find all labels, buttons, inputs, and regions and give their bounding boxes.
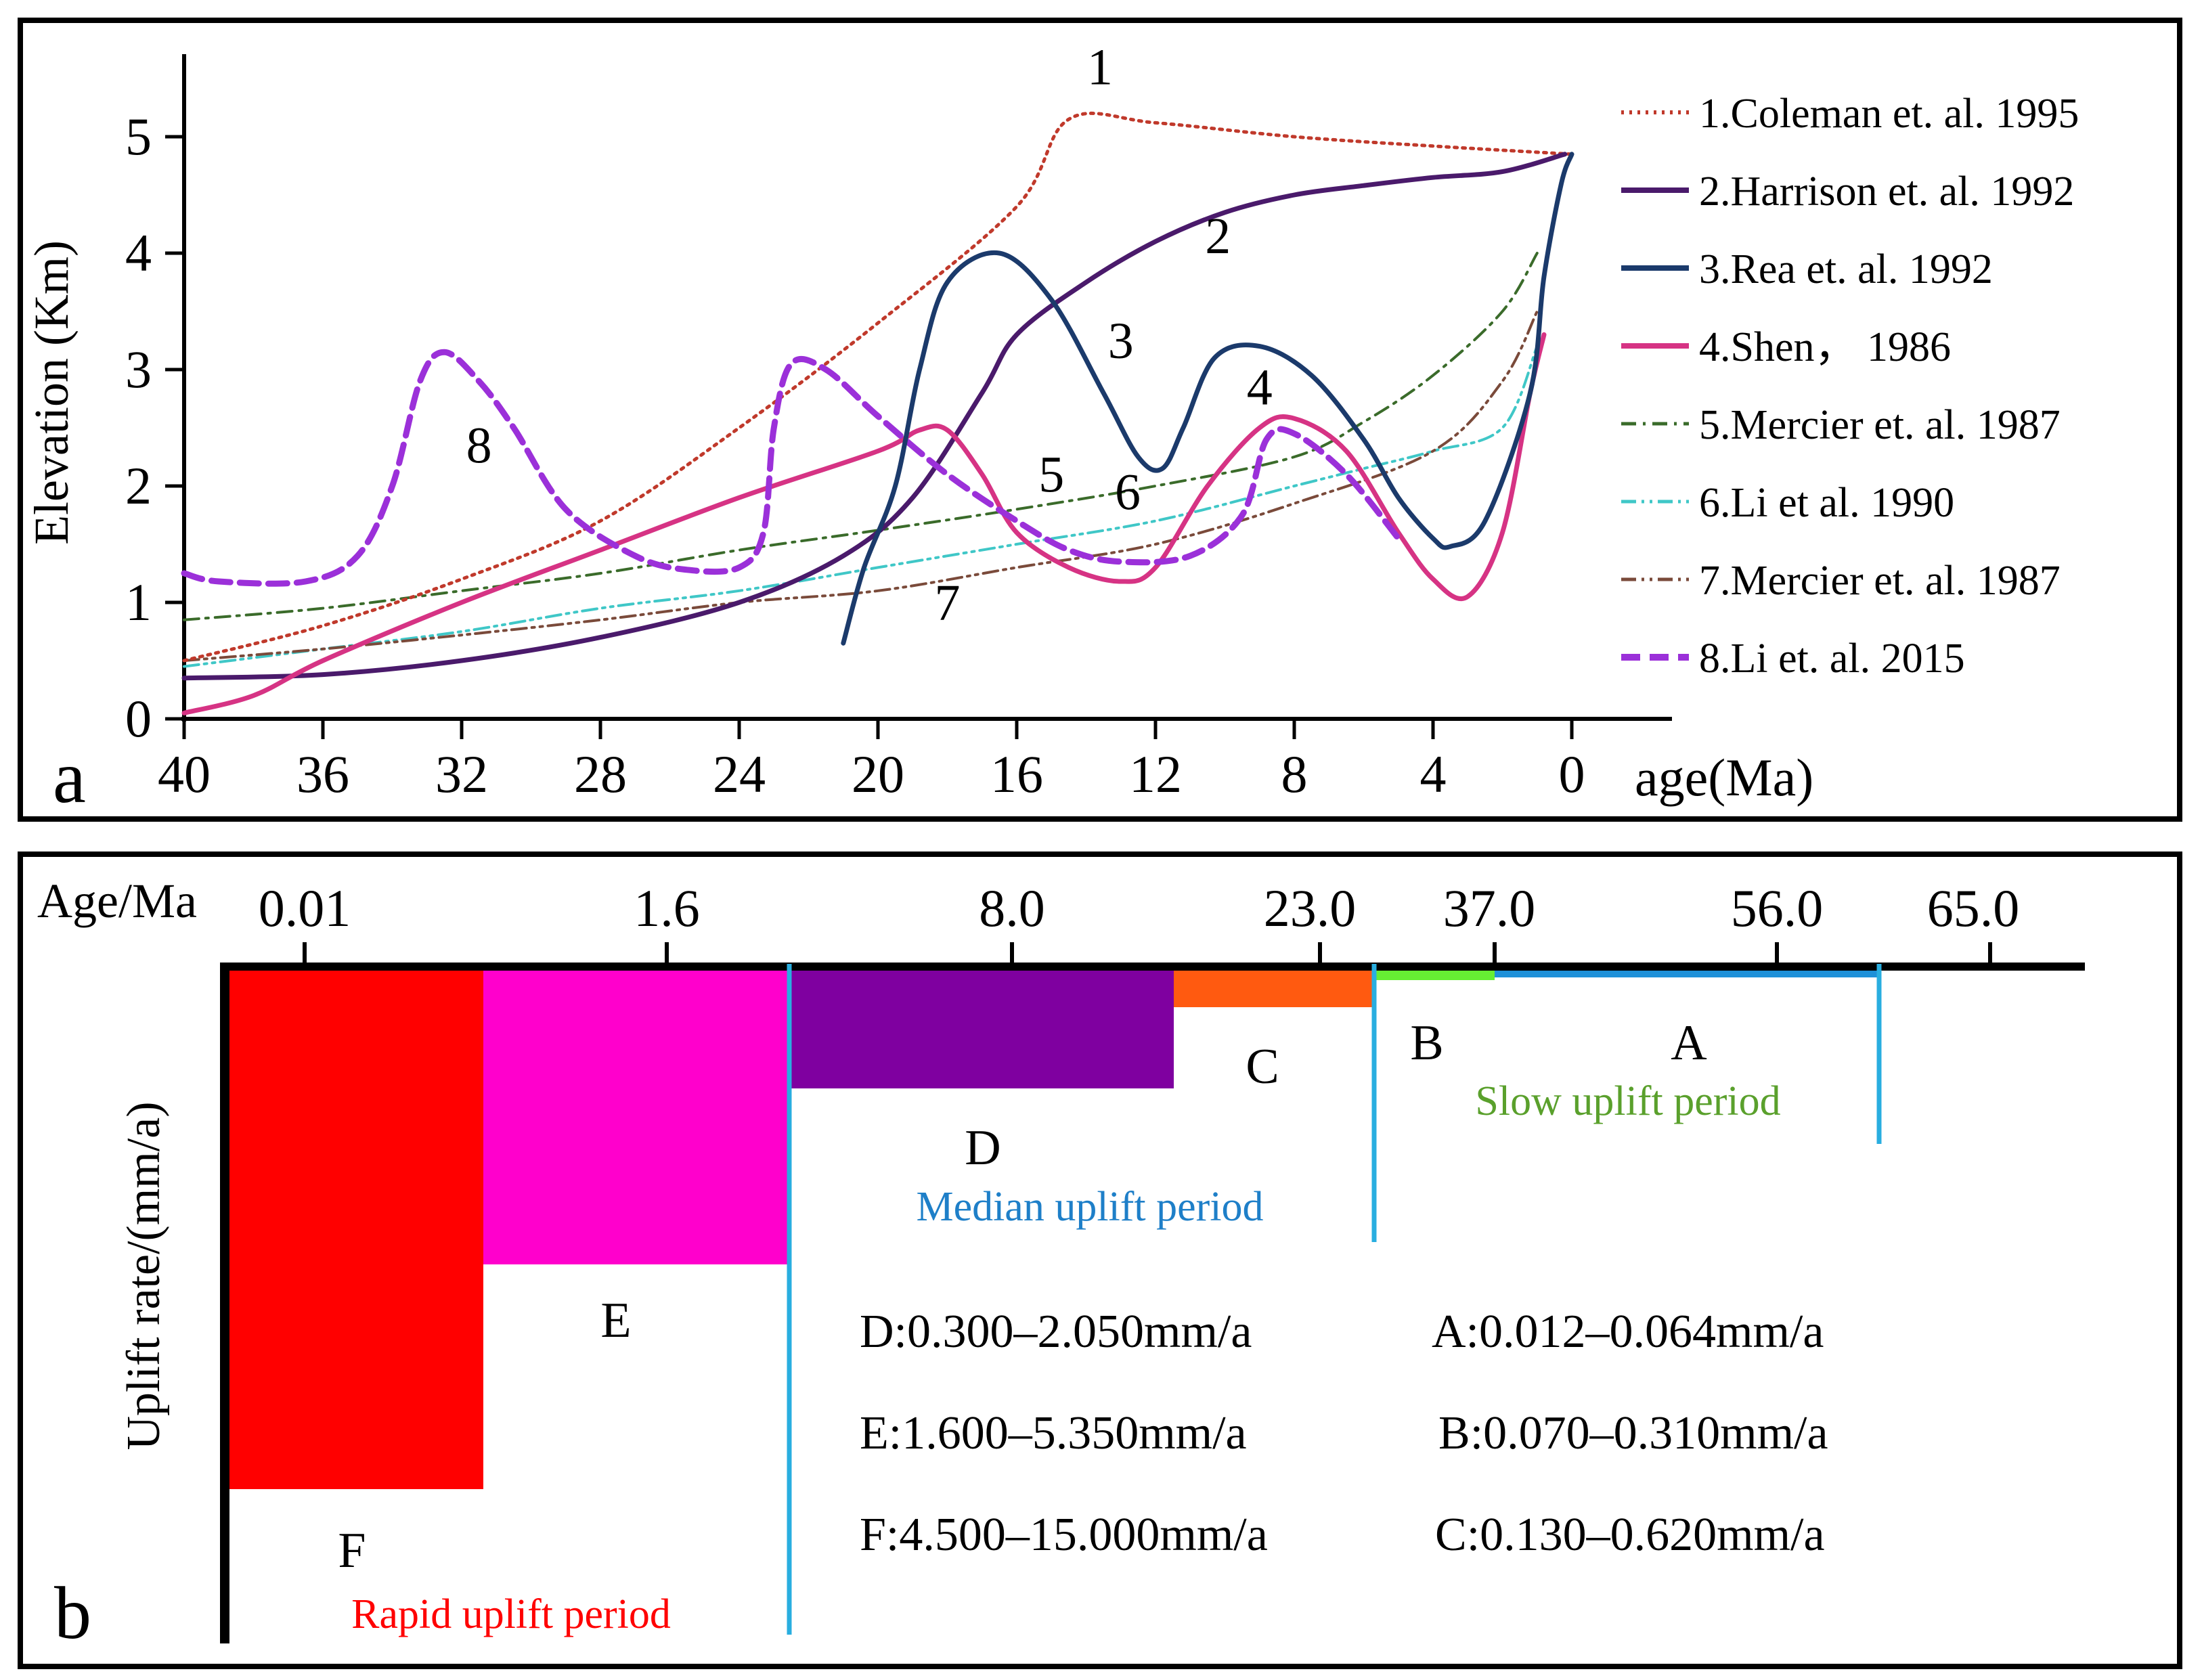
tick-label-2: 8.0 [979,879,1045,937]
x-tick-label: 40 [158,745,211,803]
x-tick-label: 20 [852,745,904,803]
series-3-line [841,152,1575,646]
curve-label-8: 8 [466,418,492,474]
x-tick-label: 28 [574,745,627,803]
bar-A [1495,969,1879,977]
rate-D: D:0.300–2.050mm/a [860,1306,1252,1358]
bar-D [789,967,1174,1088]
bar-label-F: F [338,1523,366,1578]
bar-label-A: A [1671,1015,1706,1071]
rate-axis-title: Uplift rate/(mm/a) [118,1101,170,1450]
curve-label-4: 4 [1247,359,1273,416]
series-6-line [183,345,1539,668]
curve-label-6: 6 [1115,464,1141,521]
legend-label-7: 7.Mercier et. al. 1987 [1699,558,2061,604]
bar-F [229,967,483,1489]
panel-label-a: a [53,736,86,818]
series-5-line [183,252,1539,621]
y-axis-title: Elevation (Km) [24,240,79,545]
series-4-line [181,332,1547,715]
series-1-line [182,111,1574,663]
y-tick-label: 0 [125,689,152,748]
y-tick-label: 4 [125,223,152,282]
x-tick-label: 32 [435,745,488,803]
period-rapid: Rapid uplift period [351,1591,671,1637]
y-tick-label: 1 [125,573,152,632]
x-tick-label: 36 [296,745,349,803]
curve-label-3: 3 [1108,313,1134,370]
curve-label-7: 7 [935,575,961,632]
x-tick-label: 4 [1420,745,1447,803]
y-tick-label: 2 [125,456,152,515]
x-tick-label: 24 [713,745,766,803]
age-axis-title: Age/Ma [37,874,197,928]
bar-label-C: C [1246,1039,1279,1095]
rate-A: A:0.012–0.064mm/a [1432,1306,1824,1358]
series-8-line [181,349,1402,587]
x-axis-title: age(Ma) [1635,748,1813,807]
bar-C [1174,967,1373,1007]
panel-a-legend: 1.Coleman et. al. 1995 2.Harrison et. al.… [1621,91,2079,682]
panel-a-curve-labels: 1 2 3 4 5 6 7 8 [466,39,1273,632]
legend-label-2: 2.Harrison et. al. 1992 [1699,169,2074,215]
bar-E [483,967,789,1264]
tick-label-0: 0.01 [259,879,351,937]
panel-label-b: b [54,1572,91,1654]
x-tick-label: 16 [990,745,1043,803]
legend-label-8: 8.Li et. al. 2015 [1699,636,1965,682]
tick-label-6: 65.0 [1927,879,2020,937]
period-median: Median uplift period [916,1184,1263,1230]
legend-label-4: 4.Shen， 1986 [1699,324,1951,370]
panel-a-frame [18,18,2182,822]
bar-label-B: B [1410,1015,1443,1071]
period-slow: Slow uplift period [1475,1078,1780,1124]
y-tick-label: 5 [125,107,152,166]
y-tick-label: 3 [125,340,152,399]
panel-a-curves [181,111,1575,715]
series-2-line [181,152,1568,681]
legend-label-5: 5.Mercier et. al. 1987 [1699,402,2061,448]
rate-C: C:0.130–0.620mm/a [1435,1509,1825,1561]
x-tick-label: 12 [1129,745,1182,803]
rate-B: B:0.070–0.310mm/a [1438,1407,1828,1459]
bar-label-D: D [965,1120,1000,1176]
curve-label-5: 5 [1038,447,1064,504]
x-tick-label: 8 [1281,745,1308,803]
rate-F: F:4.500–15.000mm/a [860,1509,1268,1561]
tick-label-1: 1.6 [634,879,700,937]
rate-E: E:1.600–5.350mm/a [860,1407,1247,1459]
legend-label-6: 6.Li et al. 1990 [1699,480,1954,526]
panel-b-frame [18,852,2182,1669]
bar-label-E: E [600,1293,631,1348]
tick-label-5: 56.0 [1731,879,1824,937]
series-7-line [183,310,1539,662]
legend-label-1: 1.Coleman et. al. 1995 [1699,91,2079,137]
curve-label-1: 1 [1087,39,1113,96]
tick-label-3: 23.0 [1264,879,1357,937]
x-tick-label: 0 [1559,745,1585,803]
panel-b: Age/Ma 0.01 1.6 8.0 23.0 37.0 56.0 65.0 … [18,852,2182,1669]
curve-label-2: 2 [1205,208,1231,265]
legend-label-3: 3.Rea et. al. 1992 [1699,246,1993,292]
tick-label-4: 37.0 [1443,879,1536,937]
